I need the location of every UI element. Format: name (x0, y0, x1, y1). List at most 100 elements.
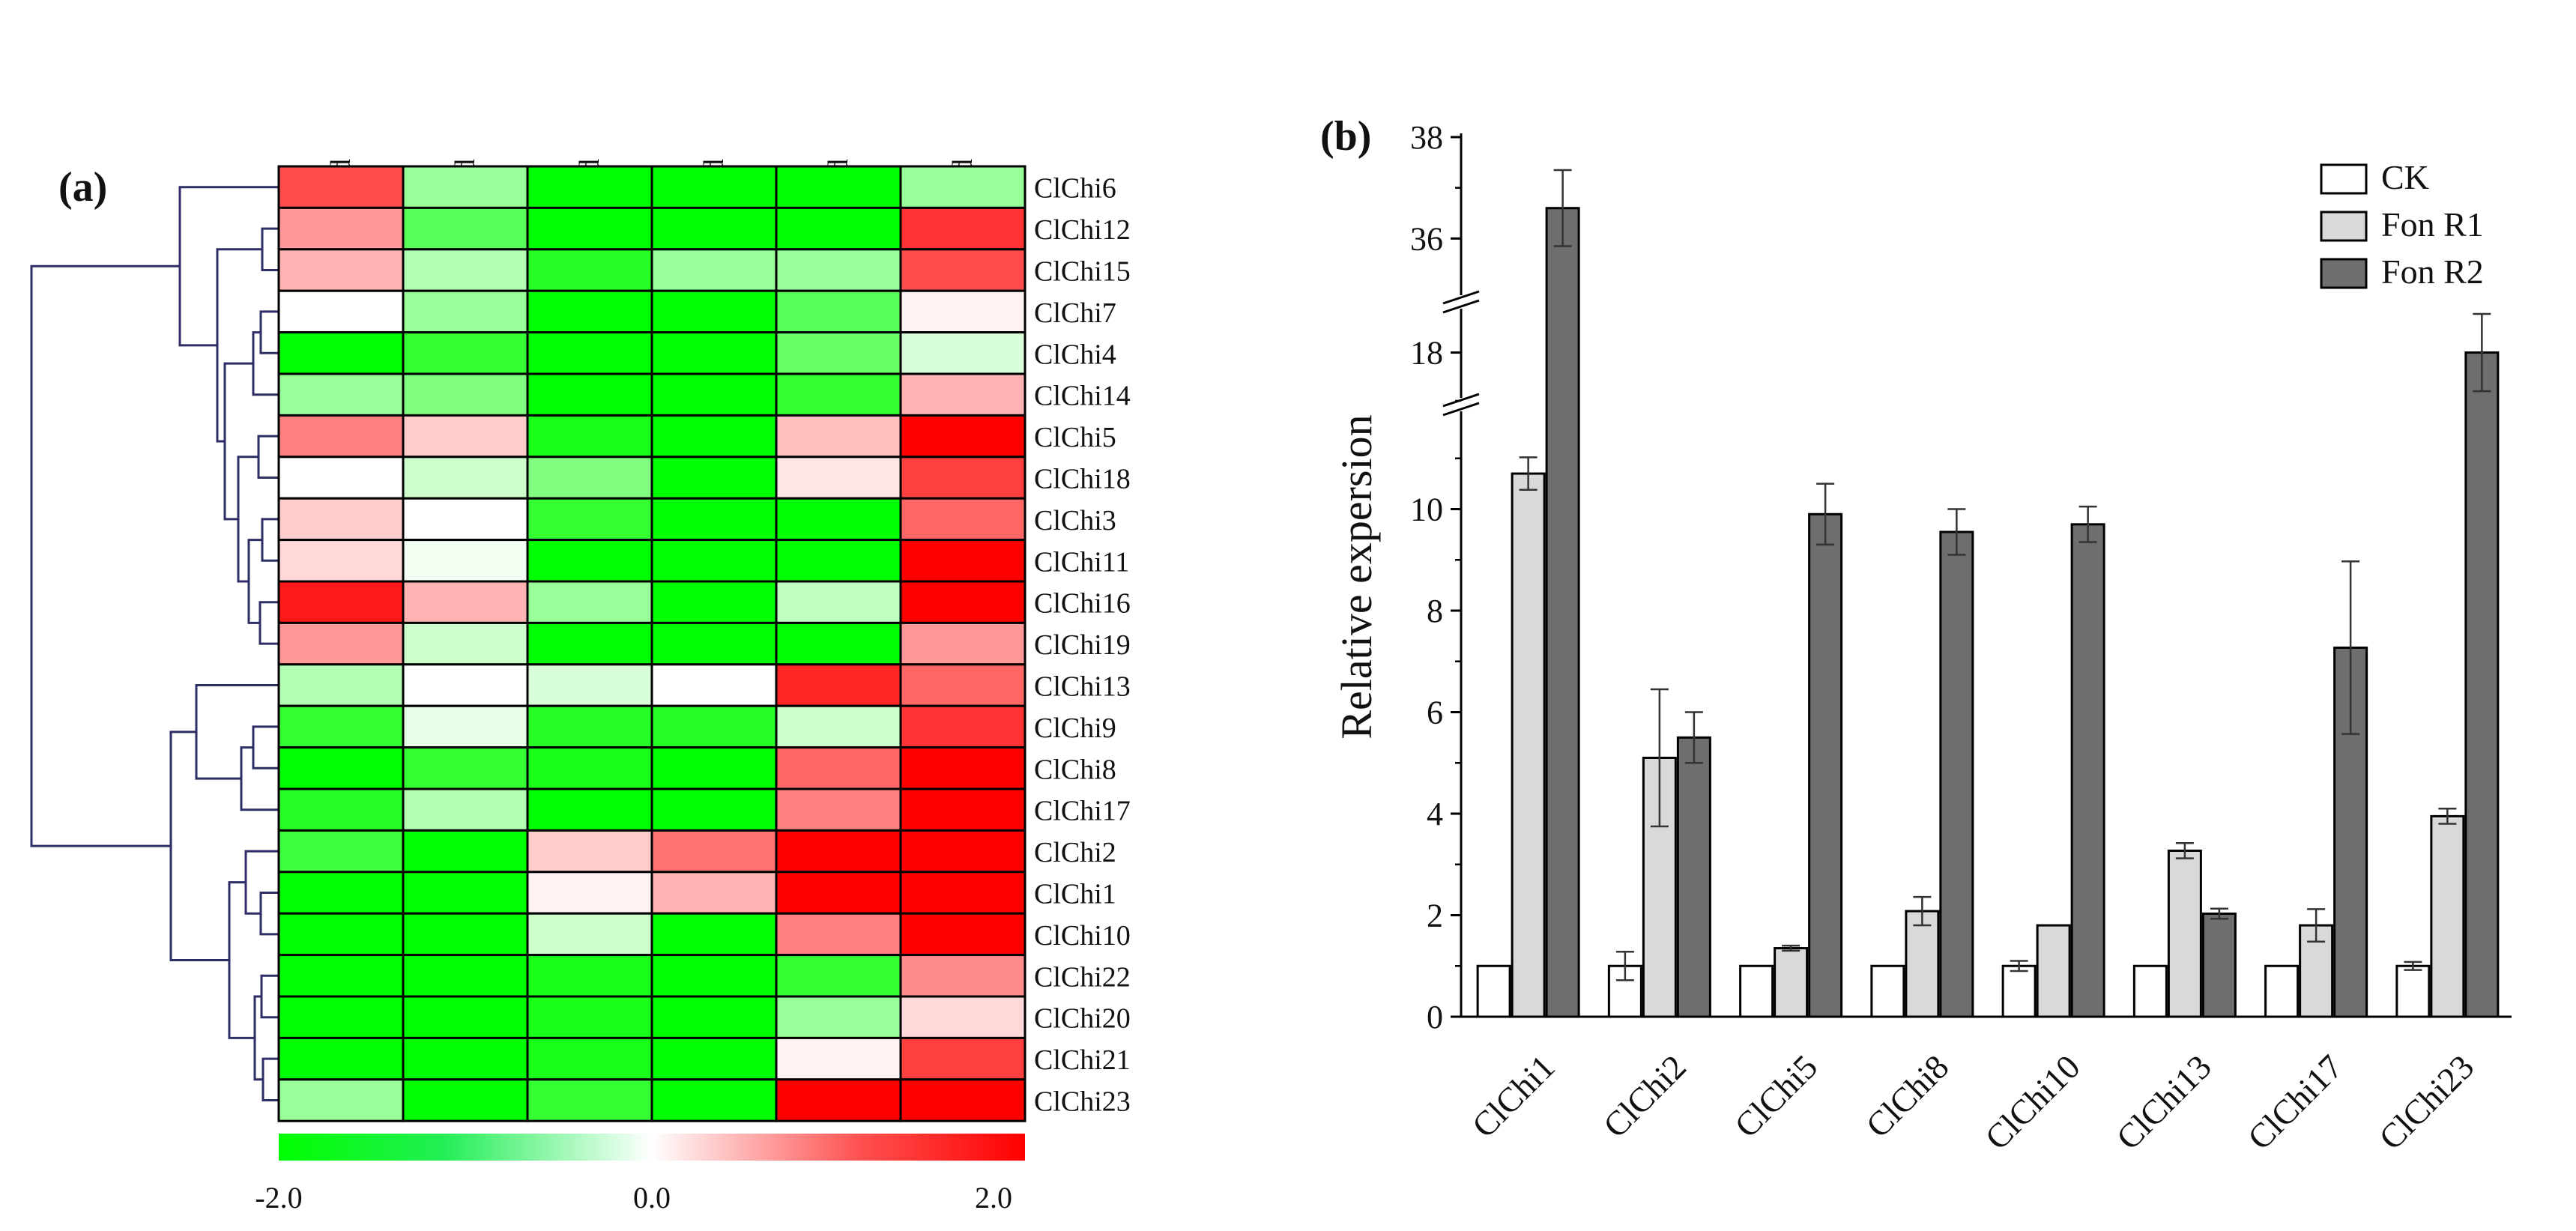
heatmap-cell (402, 331, 529, 375)
row-label: ClChi20 (1034, 1003, 1131, 1035)
dendrogram-branch (228, 881, 255, 1039)
heatmap-cell (526, 165, 653, 209)
heatmap-cell (650, 289, 778, 334)
heatmap-cell (402, 1036, 529, 1081)
heatmap-cell (650, 621, 778, 666)
row-label: ClChi13 (1034, 671, 1131, 703)
heatmap-cell (899, 1078, 1027, 1122)
heatmap-cell (899, 580, 1027, 624)
colorbar-tick-max: 2.0 (975, 1181, 1012, 1215)
heatmap-cell (650, 580, 778, 624)
bar (1511, 472, 1546, 1018)
heatmap-cell (899, 746, 1027, 790)
heatmap-cell (277, 704, 405, 749)
dendrogram-branch (261, 518, 279, 562)
heatmap-cell (277, 1078, 405, 1122)
heatmap-cell (775, 621, 902, 666)
y-axis-label: Relative expersion (1332, 414, 1381, 739)
heatmap-cell (899, 663, 1027, 707)
colorbar-tick-min: -2.0 (255, 1181, 302, 1215)
bar (1545, 207, 1580, 1018)
legend-swatch (2320, 211, 2368, 242)
heatmap-cell (526, 746, 653, 790)
bar (2070, 523, 2105, 1018)
dendrogram (30, 186, 279, 1101)
heatmap-cell (650, 912, 778, 957)
row-label: ClChi9 (1034, 713, 1116, 744)
heatmap-cell (277, 248, 405, 292)
heatmap-cell (526, 372, 653, 417)
heatmap-cell (650, 414, 778, 459)
y-tick-label: 38 (1410, 119, 1443, 156)
heatmap-panel: (a) Fon R1 0dFon R2 0dFon R1 3dFon R2 3d… (30, 159, 1131, 1215)
heatmap-cell (899, 995, 1027, 1039)
heatmap-cell (526, 289, 653, 334)
heatmap-cell (277, 206, 405, 251)
heatmap-cell (526, 248, 653, 292)
heatmap-cell (526, 995, 653, 1039)
heatmap-cell (402, 456, 529, 500)
bar (2167, 849, 2202, 1018)
heatmap-cell (650, 539, 778, 583)
heatmap-cell (402, 621, 529, 666)
row-label: ClChi1 (1034, 879, 1116, 910)
heatmap-cell (899, 1036, 1027, 1081)
heatmap-cell (775, 456, 902, 500)
heatmap-cell (775, 829, 902, 874)
heatmap-cell (775, 1036, 902, 1081)
heatmap-cell (650, 456, 778, 500)
x-tick-label: ClChi23 (2371, 1047, 2481, 1157)
heatmap-cell (402, 248, 529, 292)
heatmap-cell (277, 871, 405, 915)
heatmap-cell (775, 248, 902, 292)
heatmap-cell (526, 663, 653, 707)
row-label: ClChi4 (1034, 339, 1116, 370)
heatmap-cell (277, 456, 405, 500)
colorbar (279, 1134, 1025, 1161)
heatmap-cell (775, 372, 902, 417)
bar (2464, 351, 2500, 1018)
heatmap-cell (775, 787, 902, 832)
bar (2001, 964, 2037, 1018)
heatmap-cell (899, 621, 1027, 666)
heatmap-cell (899, 787, 1027, 832)
heatmap-cell (402, 414, 529, 459)
dendrogram-branch (261, 1057, 279, 1101)
x-tick-label: ClChi10 (1977, 1047, 2087, 1157)
row-label: ClChi2 (1034, 837, 1116, 868)
heatmap-cell (277, 995, 405, 1039)
heatmap-cell (775, 912, 902, 957)
y-tick-label: 18 (1410, 335, 1443, 372)
dendrogram-branch (260, 974, 279, 1019)
heatmap-cell (277, 1036, 405, 1081)
y-tick-label: 4 (1427, 796, 1443, 832)
heatmap-cell (402, 912, 529, 957)
dendrogram-branch (252, 331, 279, 396)
bar (1808, 512, 1843, 1018)
heatmap-cell (277, 787, 405, 832)
heatmap-cell (526, 497, 653, 542)
bar (2264, 964, 2300, 1018)
x-tick-label: ClChi8 (1858, 1047, 1956, 1145)
heatmap-cell (277, 331, 405, 375)
heatmap-cell (277, 621, 405, 666)
y-tick-label: 10 (1410, 492, 1443, 528)
heatmap-cell (650, 787, 778, 832)
row-label: ClChi15 (1034, 256, 1131, 288)
heatmap-cell (402, 539, 529, 583)
heatmap-cell (899, 704, 1027, 749)
heatmap-cell (650, 1036, 778, 1081)
heatmap-cell (402, 206, 529, 251)
heatmap-cell (775, 746, 902, 790)
heatmap-cell (650, 1078, 778, 1122)
heatmap-cell (402, 1078, 529, 1122)
y-tick-label: 0 (1427, 999, 1443, 1035)
dendrogram-branch (195, 684, 279, 780)
heatmap-cell (526, 414, 653, 459)
heatmap-cell (402, 829, 529, 874)
y-tick-label: 8 (1427, 593, 1443, 629)
bar (1739, 964, 1774, 1018)
heatmap-cell (402, 663, 529, 707)
heatmap-cell (775, 289, 902, 334)
bar (1939, 530, 1974, 1018)
